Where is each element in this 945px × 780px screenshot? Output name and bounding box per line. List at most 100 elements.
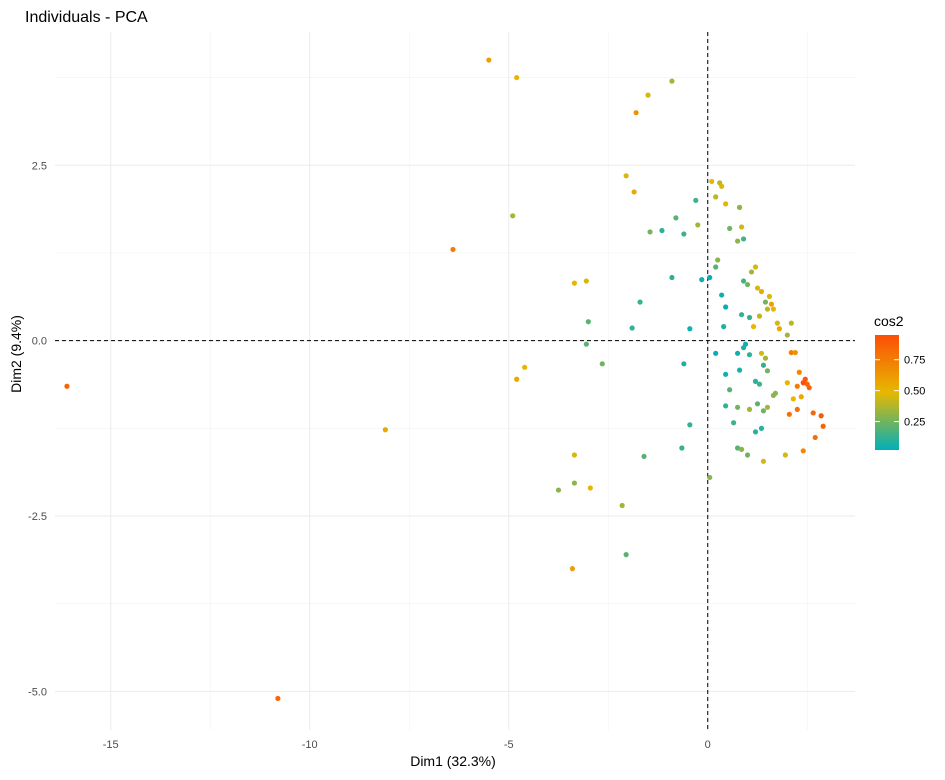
data-point — [758, 350, 765, 356]
data-point — [788, 349, 794, 356]
data-point — [740, 345, 747, 351]
data-point — [709, 178, 715, 185]
data-point — [764, 368, 771, 374]
legend-tick-label: 0.75 — [904, 355, 925, 367]
data-point — [762, 355, 769, 361]
data-point — [723, 201, 729, 207]
data-point — [719, 292, 725, 298]
data-point — [734, 404, 741, 410]
legend: cos2 0.25 0.50 0.75 — [874, 313, 925, 450]
legend-tick-label: 0.50 — [904, 386, 925, 398]
x-tick-label: 0 — [705, 739, 711, 751]
y-tick-label: -2.5 — [28, 511, 47, 523]
data-point — [687, 326, 693, 332]
data-point — [585, 319, 591, 325]
data-point — [768, 301, 775, 307]
data-point — [64, 383, 70, 389]
data-point — [820, 423, 826, 429]
data-point — [748, 269, 755, 275]
data-point — [707, 274, 713, 281]
data-point — [786, 411, 792, 417]
data-point — [637, 299, 643, 305]
data-point — [486, 57, 492, 63]
data-point — [713, 194, 719, 200]
data-point — [758, 288, 765, 295]
data-point — [555, 487, 562, 493]
data-point — [569, 566, 576, 572]
legend-title: cos2 — [874, 313, 904, 329]
data-point — [707, 474, 713, 481]
data-point — [623, 173, 629, 179]
data-point — [784, 332, 790, 338]
data-point — [764, 306, 771, 312]
data-point — [275, 695, 281, 702]
data-point — [669, 274, 675, 281]
data-point — [758, 425, 765, 431]
data-point — [647, 229, 653, 235]
data-point — [514, 376, 520, 382]
data-point — [812, 434, 818, 441]
data-point — [629, 325, 635, 331]
data-point — [744, 281, 751, 288]
data-point — [746, 352, 753, 358]
data-point — [727, 225, 733, 232]
data-point — [687, 422, 693, 428]
x-axis-title: Dim1 (32.3%) — [410, 753, 496, 769]
data-point — [740, 278, 747, 284]
data-point — [583, 278, 589, 284]
data-point — [721, 324, 727, 330]
data-point — [776, 326, 782, 332]
data-point — [713, 264, 719, 270]
data-point — [802, 376, 808, 382]
data-point — [764, 404, 771, 410]
data-point — [754, 285, 761, 291]
data-point — [794, 406, 800, 413]
data-point — [731, 420, 737, 426]
y-tick-label: 0.0 — [32, 336, 47, 348]
data-point — [450, 246, 456, 253]
data-point — [810, 410, 816, 416]
data-point — [752, 378, 759, 384]
data-point — [681, 231, 687, 237]
data-point — [699, 277, 705, 283]
data-point — [770, 306, 777, 312]
data-point — [738, 312, 745, 318]
data-point — [752, 264, 759, 270]
data-point — [792, 349, 798, 356]
data-point — [736, 204, 743, 210]
data-point — [715, 257, 721, 263]
data-point — [736, 367, 743, 373]
chart-title: Individuals - PCA — [25, 9, 148, 26]
data-point — [756, 381, 763, 387]
data-point — [770, 392, 777, 398]
data-point — [746, 314, 753, 321]
tick-labels: -15 -10 -5 0 -5.0 -2.5 0.0 2.5 — [28, 160, 711, 751]
data-point — [794, 383, 800, 389]
data-point — [734, 350, 741, 356]
y-tick-label: -5.0 — [28, 686, 47, 698]
y-axis-title: Dim2 (9.4%) — [8, 315, 24, 393]
data-point — [766, 293, 773, 300]
data-point — [641, 453, 647, 460]
data-point — [756, 313, 763, 319]
data-point — [659, 227, 665, 234]
legend-ticks: 0.25 0.50 0.75 — [875, 355, 925, 429]
data-point — [746, 406, 753, 413]
data-point — [631, 189, 637, 195]
x-tick-label: -10 — [302, 739, 318, 751]
data-point — [510, 213, 516, 219]
data-point — [673, 215, 679, 221]
data-point — [669, 78, 675, 84]
data-point — [723, 304, 729, 310]
data-point — [734, 238, 741, 244]
y-tick-label: 2.5 — [32, 160, 47, 172]
data-point — [738, 446, 745, 452]
x-tick-label: -15 — [103, 739, 119, 751]
data-point — [695, 222, 701, 228]
data-point — [774, 320, 780, 326]
data-point — [754, 401, 761, 407]
reference-lines — [55, 32, 855, 730]
data-point — [806, 385, 812, 391]
data-point — [514, 74, 520, 81]
